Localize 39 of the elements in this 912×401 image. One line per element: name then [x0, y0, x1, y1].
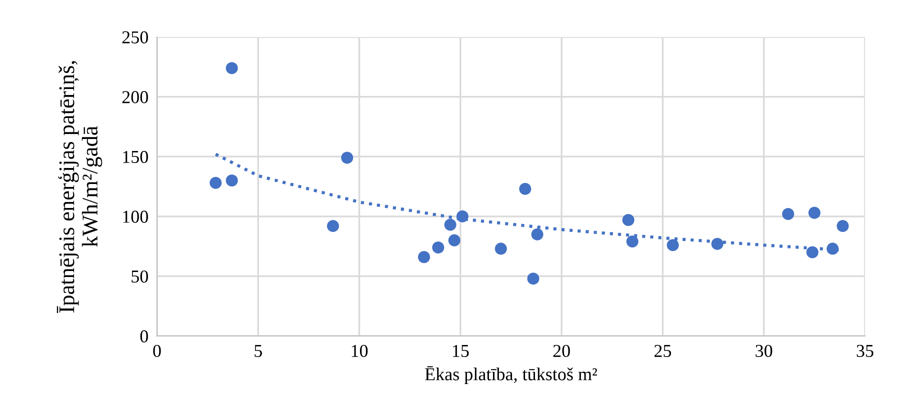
x-tick-label: 10: [352, 344, 368, 358]
x-tick-label: 0: [153, 344, 161, 358]
point: [326, 220, 340, 232]
x-tick-label: 35: [856, 344, 874, 358]
point: [456, 210, 468, 222]
point: [432, 241, 444, 254]
x-tick-label: 20: [553, 344, 570, 358]
point: [531, 228, 544, 240]
y-axis-title: Īpatnējais enerģijas patēriņš, kWh/m²/gadā: [56, 61, 102, 314]
point: [806, 246, 818, 258]
point: [494, 242, 507, 255]
y-tick-label: 0: [140, 330, 148, 342]
point: [527, 272, 540, 285]
x-tick-label: 15: [452, 344, 469, 358]
y-tick-label: 50: [132, 270, 148, 283]
point: [826, 242, 839, 255]
point: [782, 208, 794, 220]
x-tick-label: 25: [654, 344, 672, 358]
x-tick-label: 5: [254, 345, 262, 358]
point: [666, 239, 679, 252]
point: [210, 176, 222, 189]
point: [444, 218, 456, 231]
y-tick-label: 250: [122, 31, 148, 44]
point: [622, 214, 634, 226]
y-tick-label: 100: [123, 210, 148, 223]
point: [711, 238, 724, 250]
point: [448, 234, 460, 246]
point: [519, 182, 532, 195]
point: [808, 206, 820, 219]
x-tick-label: 30: [756, 344, 772, 358]
y-tick-label: 150: [123, 150, 148, 164]
x-axis-title: Ēkas platība, tūkstoš m²: [425, 366, 598, 384]
point: [226, 174, 238, 187]
point: [836, 220, 849, 232]
point: [626, 236, 638, 248]
y-tick-label: 200: [122, 91, 148, 104]
point: [418, 251, 430, 264]
point: [226, 62, 238, 74]
point: [341, 152, 354, 164]
